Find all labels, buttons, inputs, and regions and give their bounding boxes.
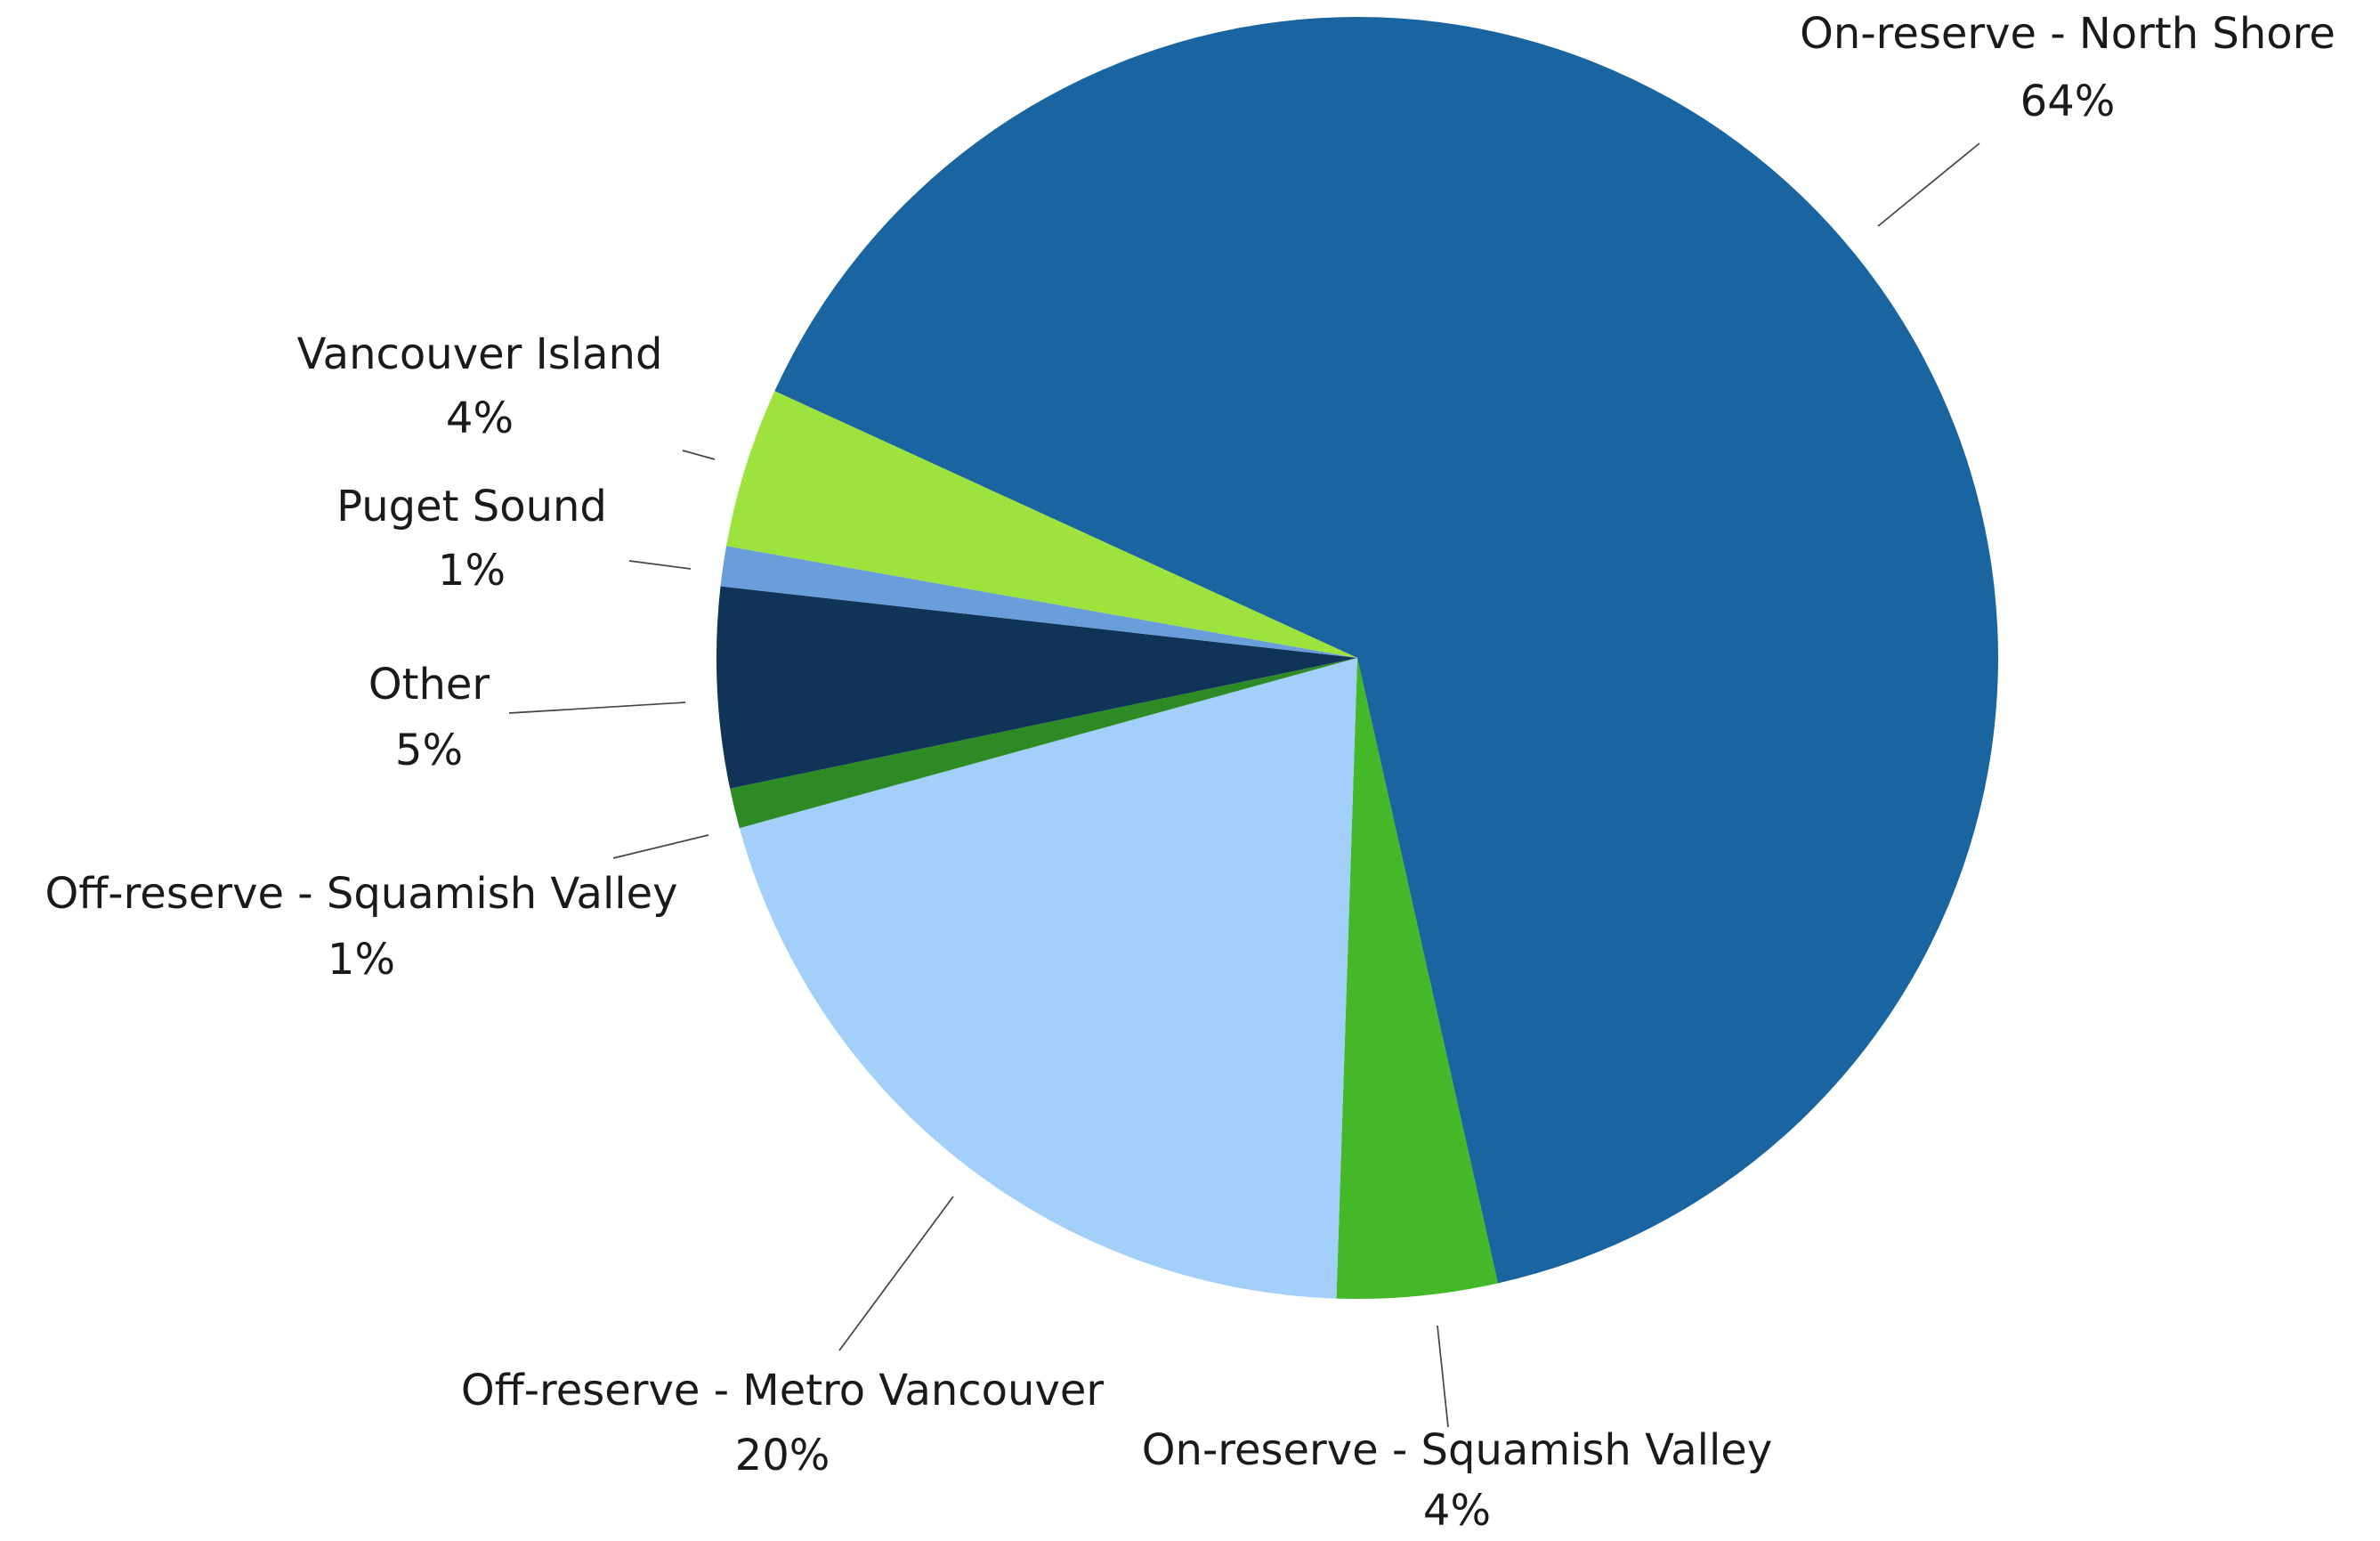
pie-slice (716, 586, 1357, 789)
slice-label: Other (368, 660, 490, 710)
leader-line (838, 1196, 954, 1351)
slice-label: Vancouver Island (297, 329, 663, 379)
slice-label: On-reserve - North Shore (1800, 9, 2335, 59)
labels: On-reserve - North Shore 64% On-reserve - … (45, 9, 2335, 1536)
pie-slice (726, 391, 1357, 658)
pie (716, 16, 1998, 1299)
slice-label: Puget Sound (336, 482, 607, 531)
pie-slice (720, 546, 1357, 658)
leader-line (508, 702, 686, 714)
slice-value-label: 5% (395, 726, 463, 775)
leader-line (628, 560, 692, 570)
leader-line (682, 450, 716, 460)
slice-label: On-reserve - Squamish Valley (1142, 1425, 1772, 1475)
slice-value-label: 20% (735, 1431, 830, 1480)
slice-label: Off-reserve - Squamish Valley (45, 869, 677, 919)
slice-value-label: 1% (328, 935, 395, 985)
pie-slice (774, 16, 1998, 1284)
pie-slice (739, 658, 1357, 1299)
leader-line (1877, 142, 1980, 227)
pie-slice (730, 658, 1357, 829)
slice-value-label: 4% (446, 393, 514, 443)
slice-value-label: 64% (2020, 77, 2116, 126)
slice-value-label: 4% (1423, 1486, 1491, 1536)
pie-slice (1336, 658, 1498, 1299)
leader-lines (508, 142, 1980, 1428)
leader-line (1437, 1325, 1449, 1428)
leader-line (612, 834, 709, 859)
slice-label: Off-reserve - Metro Vancouver (461, 1366, 1105, 1415)
slice-value-label: 1% (438, 546, 506, 596)
